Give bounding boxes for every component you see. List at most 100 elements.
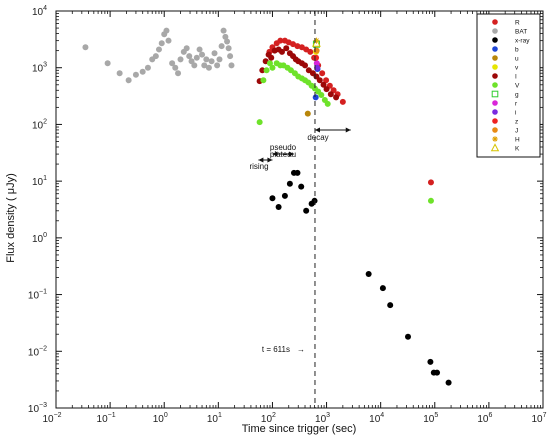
data-point — [186, 53, 193, 60]
data-point — [196, 46, 203, 53]
data-point — [259, 67, 266, 74]
data-point — [327, 91, 334, 98]
plateau-label: plateau — [270, 150, 296, 159]
data-point — [277, 37, 284, 44]
pseudo-label: pseudo — [270, 143, 297, 152]
legend-label: r — [515, 101, 518, 108]
rising-label: rising — [249, 162, 268, 171]
legend-label: J — [515, 128, 518, 135]
data-point — [155, 46, 162, 53]
data-point — [434, 369, 441, 376]
trigger-arrow: → — [297, 345, 305, 354]
legend-marker — [492, 82, 498, 88]
legend-marker — [490, 143, 500, 152]
data-point — [158, 40, 165, 47]
y-tick-label: 10−2 — [28, 345, 47, 358]
data-point — [427, 179, 434, 186]
data-point — [132, 71, 139, 78]
data-point — [294, 169, 301, 176]
series-z — [313, 54, 320, 61]
star-stroke — [492, 136, 498, 142]
data-point — [323, 77, 330, 84]
data-point — [169, 60, 176, 67]
data-point — [281, 192, 288, 199]
x-tick-label: 10−2 — [42, 412, 61, 425]
data-point — [323, 86, 330, 93]
legend-marker — [491, 90, 499, 98]
axis-layer: 10−2 10−1 100 101 102 103 104 105 106 10710−310−2… — [28, 5, 547, 425]
data-point — [318, 92, 325, 99]
arrow-head-right — [345, 127, 351, 133]
data-point — [139, 68, 146, 75]
data-point — [333, 94, 340, 101]
legend-label: z — [515, 119, 518, 126]
legend-marker — [492, 64, 498, 70]
data-point — [268, 54, 275, 61]
data-point — [218, 43, 225, 50]
arrow-head-left — [258, 157, 264, 163]
legend-label: BAT — [515, 29, 527, 36]
data-point — [225, 45, 232, 52]
data-point — [220, 27, 227, 34]
data-point — [298, 183, 305, 190]
decay-label: decay — [307, 133, 328, 142]
data-point — [302, 62, 309, 69]
trigger-label: t = 611s — [262, 345, 290, 354]
legend-marker — [492, 136, 498, 142]
x-tick-label: 105 — [423, 412, 438, 425]
data-point — [303, 207, 310, 214]
data-point — [256, 119, 263, 126]
legend-label: i — [515, 110, 516, 117]
legend-marker — [492, 55, 498, 61]
data-point — [104, 60, 111, 67]
data-point — [313, 60, 320, 67]
series-i — [314, 64, 321, 71]
data-point — [304, 110, 311, 117]
data-point — [427, 358, 434, 365]
legend-marker — [492, 118, 498, 124]
data-point — [125, 77, 132, 84]
data-point — [379, 285, 386, 292]
rising-arrow — [258, 157, 273, 163]
data-point — [227, 53, 234, 60]
data-point — [320, 81, 327, 88]
y-tick-label: 102 — [32, 118, 47, 131]
legend-label: I — [515, 74, 517, 81]
arrow-head-right — [267, 157, 273, 163]
arrow-head-right — [288, 151, 294, 157]
legend-marker — [492, 73, 498, 79]
data-point — [275, 204, 282, 211]
data-point — [222, 33, 229, 40]
data-point — [269, 195, 276, 202]
data-point — [269, 64, 276, 71]
data-point — [177, 56, 184, 63]
legend-marker — [492, 109, 498, 115]
y-axis-title: Flux density ( μJy) — [5, 173, 17, 262]
series-r — [313, 60, 320, 67]
y-tick-label: 10−3 — [28, 402, 47, 415]
data-point — [201, 62, 208, 69]
plot-frame — [55, 10, 544, 409]
data-point — [216, 56, 223, 63]
data-point — [314, 64, 321, 71]
legend-label: v — [515, 65, 519, 72]
data-point — [203, 56, 210, 63]
data-point — [191, 62, 198, 69]
data-point — [116, 70, 123, 77]
data-point — [208, 58, 215, 65]
legend-marker — [492, 127, 498, 133]
x-axis-title: Time since trigger (sec) — [242, 423, 357, 435]
legend-label: R — [515, 20, 520, 27]
x-tick-label: 103 — [315, 412, 330, 425]
legend-label: H — [515, 137, 520, 144]
data-point — [205, 64, 212, 71]
legend-box — [476, 13, 541, 158]
plateau-arrow — [272, 151, 294, 157]
data-point — [339, 98, 346, 105]
data-point — [260, 77, 267, 84]
data-point — [266, 60, 273, 67]
legend-marker — [492, 28, 498, 34]
legend-marker — [492, 46, 498, 52]
